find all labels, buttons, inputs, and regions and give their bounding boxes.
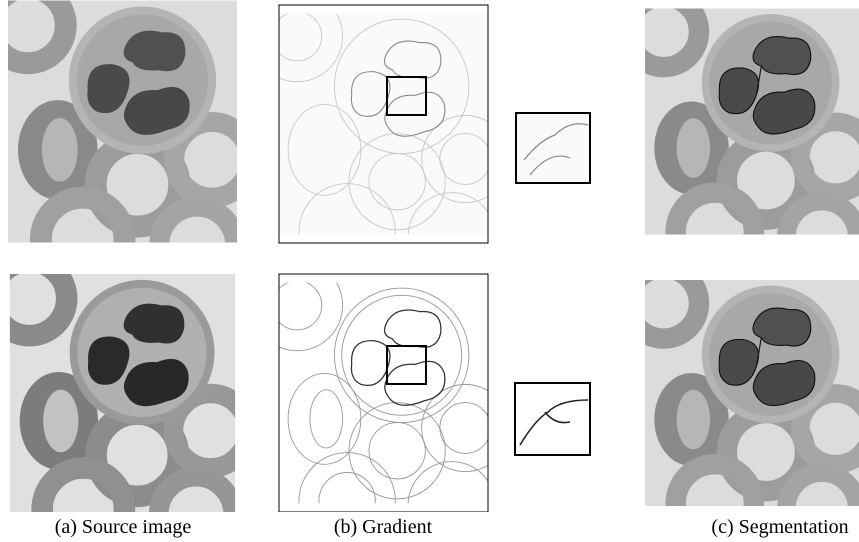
gradient-image [252, 260, 509, 512]
caption: (b) Gradient [334, 516, 432, 539]
gradient-image [252, 0, 509, 280]
caption: (c) Segmentation [711, 516, 848, 539]
segmentation-image [628, 268, 859, 512]
figure-panels [0, 0, 859, 512]
source-image [0, 0, 250, 282]
caption: (a) Source image [55, 516, 192, 539]
segmentation-image [628, 0, 859, 272]
source-image [0, 261, 248, 512]
figure: (a) Source image (b) Gradient (c) Segmen… [0, 0, 859, 542]
